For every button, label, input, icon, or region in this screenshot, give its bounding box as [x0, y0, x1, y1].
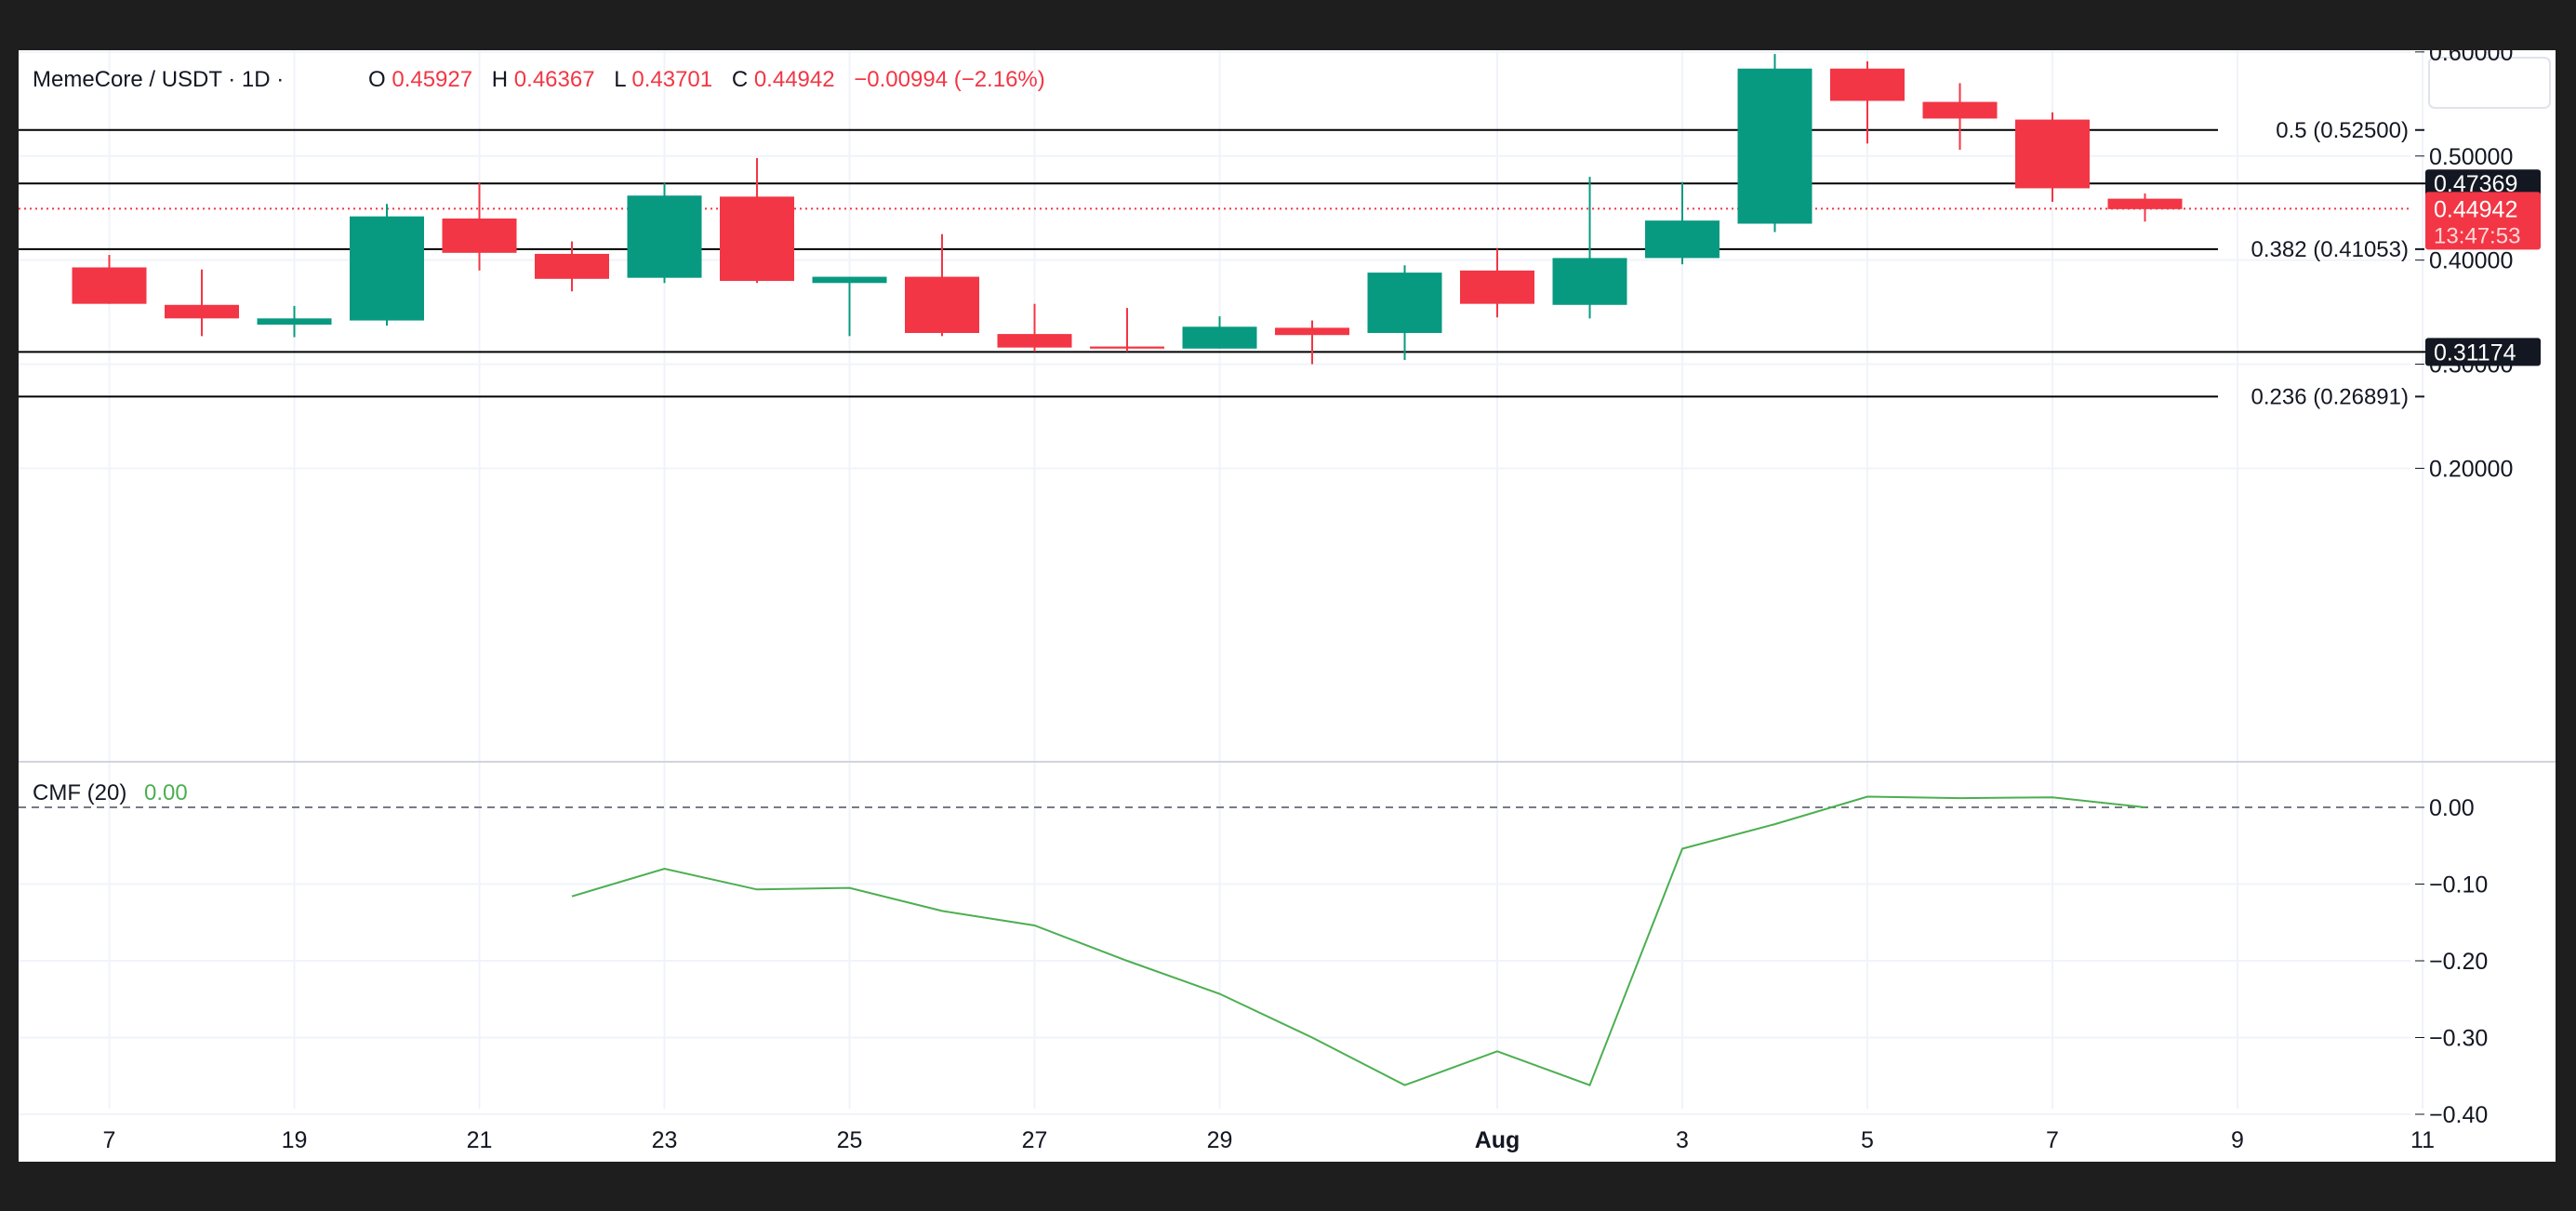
- candle-body: [1183, 326, 1257, 349]
- low-value: 0.43701: [631, 67, 712, 92]
- time-axis-label: 27: [1022, 1127, 1048, 1153]
- candle-up: [350, 204, 424, 326]
- candle-body: [628, 195, 702, 277]
- time-axis-label: Aug: [1475, 1127, 1520, 1153]
- left-frame-mask: [0, 50, 19, 1162]
- symbol-label[interactable]: MemeCore / USDT · 1D ·: [33, 67, 284, 92]
- high-value: 0.46367: [514, 67, 595, 92]
- candle-body: [1275, 327, 1349, 335]
- price-axis-label: 0.40000: [2429, 248, 2513, 274]
- candle-body: [1830, 69, 1905, 101]
- high-label: H: [492, 67, 508, 92]
- candle-body: [813, 277, 887, 284]
- cmf-axis-label: −0.30: [2429, 1026, 2488, 1052]
- fib-level-label: 0.382 (0.41053): [2251, 237, 2409, 262]
- cmf-legend-value: 0.00: [144, 780, 188, 805]
- change-value: −0.00994 (−2.16%): [854, 67, 1045, 92]
- time-axis-label: 11: [2410, 1127, 2435, 1153]
- cmf-axis-label: −0.10: [2429, 872, 2488, 898]
- open-value: 0.45927: [392, 67, 472, 92]
- time-axis-label: 3: [1676, 1127, 1689, 1153]
- cmf-axis-label: −0.20: [2429, 949, 2488, 975]
- time-axis-label: 7: [2046, 1127, 2059, 1153]
- time-axis-label: 25: [837, 1127, 863, 1153]
- candle-body: [2015, 120, 2090, 189]
- open-label: O: [368, 67, 386, 92]
- candle-up: [628, 183, 702, 283]
- fib-level-label: 0.5 (0.52500): [2276, 118, 2409, 143]
- candle-body: [998, 334, 1072, 348]
- candle-body: [2108, 199, 2183, 209]
- candle-body: [720, 196, 794, 281]
- time-axis-label: 23: [652, 1127, 678, 1153]
- top-frame-mask: [0, 0, 2576, 50]
- candle-body: [1553, 258, 1627, 304]
- level-badge-label: 0.31174: [2434, 339, 2516, 366]
- bottom-frame-mask: [0, 1162, 2576, 1206]
- cmf-axis-label: 0.00: [2429, 795, 2475, 821]
- fib-level-label: 0.236 (0.26891): [2251, 384, 2409, 409]
- candle-body: [165, 305, 239, 319]
- time-axis-label: 19: [282, 1127, 308, 1153]
- candle-body: [1090, 347, 1164, 349]
- candle-body: [443, 219, 517, 253]
- candle-body: [535, 254, 609, 279]
- ohlc-readout: O 0.45927 H 0.46367 L 0.43701 C 0.44942 …: [368, 67, 1045, 92]
- header-legend: MemeCore / USDT · 1D · O 0.45927 H 0.463…: [33, 67, 1045, 92]
- candle-body: [1368, 273, 1442, 333]
- time-axis-label: 5: [1861, 1127, 1874, 1153]
- last-price-countdown: 13:47:53: [2434, 223, 2520, 248]
- candle-body: [1460, 271, 1534, 304]
- candle-body: [350, 217, 424, 321]
- candle-body: [1738, 69, 1812, 224]
- right-frame-mask: [2556, 0, 2576, 1206]
- time-axis-label: 7: [103, 1127, 116, 1153]
- low-label: L: [614, 67, 626, 92]
- candle-body: [1645, 220, 1720, 258]
- candle-body: [258, 318, 332, 325]
- close-label: C: [732, 67, 748, 92]
- price-axis-label: 0.50000: [2429, 144, 2513, 170]
- candle-body: [1923, 102, 1998, 119]
- candle-up: [1738, 54, 1812, 232]
- time-axis-label: 9: [2231, 1127, 2244, 1153]
- last-price-badge-label: 0.44942: [2434, 196, 2517, 222]
- cmf-legend-label[interactable]: CMF (20): [33, 780, 126, 805]
- time-axis-label: 29: [1207, 1127, 1233, 1153]
- candle-body: [905, 277, 979, 333]
- time-axis-label: 21: [467, 1127, 493, 1153]
- candle-body: [73, 267, 147, 303]
- close-value: 0.44942: [754, 67, 835, 92]
- price-axis-label: 0.20000: [2429, 456, 2513, 482]
- cmf-axis-label: −0.40: [2429, 1102, 2488, 1128]
- cmf-legend: CMF (20) 0.00: [33, 780, 188, 805]
